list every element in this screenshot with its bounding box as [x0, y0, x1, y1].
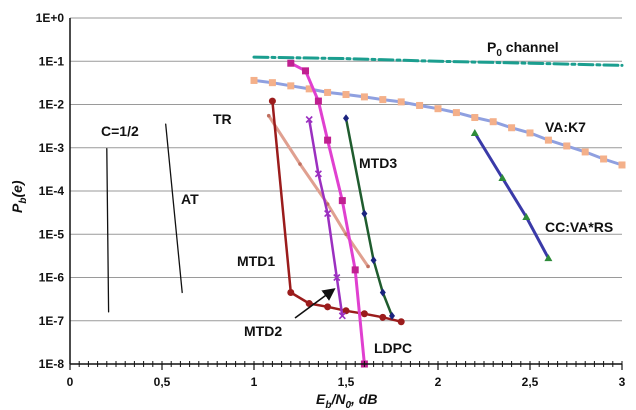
marker-va-k7-12: [471, 114, 479, 122]
marker-va-k7-3: [305, 85, 313, 93]
series-mtd2: [305, 115, 346, 320]
arrow-mtd2: [294, 288, 336, 319]
marker-tr-0: [266, 113, 271, 118]
y-tick-label: 1E-3: [39, 141, 65, 155]
marker-va-k7-4: [324, 88, 332, 96]
marker-va-k7-5: [342, 91, 350, 99]
marker-va-k7-14: [508, 124, 516, 132]
marker-va-k7-2: [287, 82, 295, 90]
marker-va-k7-20: [618, 161, 626, 169]
x-tick-label: 2: [435, 375, 442, 389]
label-tr: TR: [213, 111, 232, 127]
series-mtd1: [268, 97, 405, 326]
marker-va-k7-9: [416, 101, 424, 109]
x-tick-label: 3: [619, 375, 626, 389]
marker-ldpc-4: [338, 197, 346, 205]
label-cc-va-rs: CC:VA*RS: [545, 219, 613, 235]
y-tick-label: 1E-8: [39, 357, 65, 371]
annotations: P0 channel VA:K7 CC:VA*RS TR C=1/2 AT MTD3 MTD1…: [101, 39, 613, 356]
series-cc-va-rs: [470, 128, 553, 262]
label-p-0-channel: P0 channel: [487, 39, 559, 59]
marker-ldpc-1: [302, 67, 310, 75]
marker-va-k7-7: [379, 96, 387, 104]
y-tick-label: 1E+0: [36, 11, 65, 25]
marker-va-k7-19: [600, 155, 608, 163]
label-c-1-2: C=1/2: [101, 123, 139, 139]
series-p-0-channel: [252, 55, 624, 67]
marker-mtd1-7: [397, 318, 405, 326]
marker-mtd3-2: [370, 256, 377, 265]
marker-cc-va-rs-1: [498, 173, 507, 181]
label-mtd2: MTD2: [244, 323, 282, 339]
marker-cc-va-rs-3: [544, 254, 553, 262]
x-tick-label: 1,5: [338, 375, 355, 389]
marker-mtd2-3: [333, 273, 341, 282]
x-axis-ticks: 0 0,5 1 1,5 2 2,5 3: [67, 375, 626, 389]
line-p-0-channel: [252, 55, 624, 67]
line-c-1-2: [106, 148, 110, 313]
line-cc-va-rs: [473, 131, 550, 260]
marker-ldpc-3: [324, 136, 332, 144]
label-va-k7: VA:K7: [545, 119, 586, 135]
x-axis-label: Eb​/N0​, dB: [316, 391, 377, 410]
y-tick-label: 1E-6: [39, 271, 65, 285]
marker-mtd3-0: [343, 114, 349, 123]
y-tick-label: 1E-5: [39, 227, 65, 241]
marker-ldpc-2: [314, 97, 322, 105]
marker-va-k7-13: [489, 118, 497, 126]
label-at: AT: [181, 191, 199, 207]
marker-mtd2-4: [338, 312, 346, 320]
label-ldpc: LDPC: [374, 340, 412, 356]
y-tick-label: 1E-1: [39, 54, 65, 68]
marker-mtd1-1: [287, 288, 295, 296]
axes: [69, 18, 623, 370]
marker-tr-1: [298, 162, 302, 166]
x-tick-label: 0: [67, 375, 74, 389]
marker-mtd1-6: [379, 313, 387, 321]
marker-va-k7-16: [544, 136, 552, 144]
y-axis-ticks: 1E+0 1E-1 1E-2 1E-3 1E-4 1E-5 1E-6 1E-7 1E-8: [36, 11, 65, 371]
marker-mtd2-0: [305, 115, 313, 124]
series-mtd3: [343, 114, 395, 320]
marker-cc-va-rs-2: [522, 213, 531, 221]
series-va-k7: [250, 76, 626, 169]
series-c-1-2: [106, 148, 110, 313]
marker-mtd3-1: [361, 209, 368, 218]
marker-va-k7-11: [452, 109, 460, 117]
marker-va-k7-6: [360, 93, 368, 101]
marker-mtd3-3: [379, 288, 386, 297]
marker-va-k7-8: [397, 98, 405, 106]
label-mtd1: MTD1: [237, 253, 275, 269]
marker-va-k7-0: [250, 76, 258, 84]
marker-mtd3-4: [389, 311, 395, 320]
marker-ldpc-5: [351, 266, 359, 274]
marker-cc-va-rs-0: [470, 128, 479, 136]
y-axis-label: Pb​(e): [9, 180, 29, 213]
marker-tr-4: [366, 264, 370, 269]
marker-va-k7-15: [526, 129, 534, 137]
line-at: [165, 123, 183, 294]
marker-mtd1-3: [324, 303, 332, 311]
marker-va-k7-18: [581, 148, 589, 156]
marker-va-k7-1: [268, 79, 276, 87]
y-tick-label: 1E-2: [39, 98, 65, 112]
x-tick-label: 1: [251, 375, 258, 389]
marker-mtd2-2: [324, 210, 332, 218]
marker-mtd1-0: [268, 97, 276, 105]
marker-mtd1-4: [342, 307, 350, 315]
marker-mtd1-5: [360, 310, 368, 318]
series-layer: [106, 55, 626, 368]
y-tick-label: 1E-7: [39, 314, 65, 328]
marker-mtd2-1: [314, 170, 322, 178]
marker-va-k7-17: [563, 142, 571, 150]
marker-ldpc-0: [287, 59, 295, 67]
y-tick-label: 1E-4: [39, 184, 65, 198]
label-mtd3: MTD3: [359, 155, 397, 171]
marker-va-k7-10: [434, 105, 442, 113]
x-tick-label: 2,5: [522, 375, 539, 389]
series-at: [165, 123, 183, 294]
x-tick-label: 0,5: [154, 375, 171, 389]
